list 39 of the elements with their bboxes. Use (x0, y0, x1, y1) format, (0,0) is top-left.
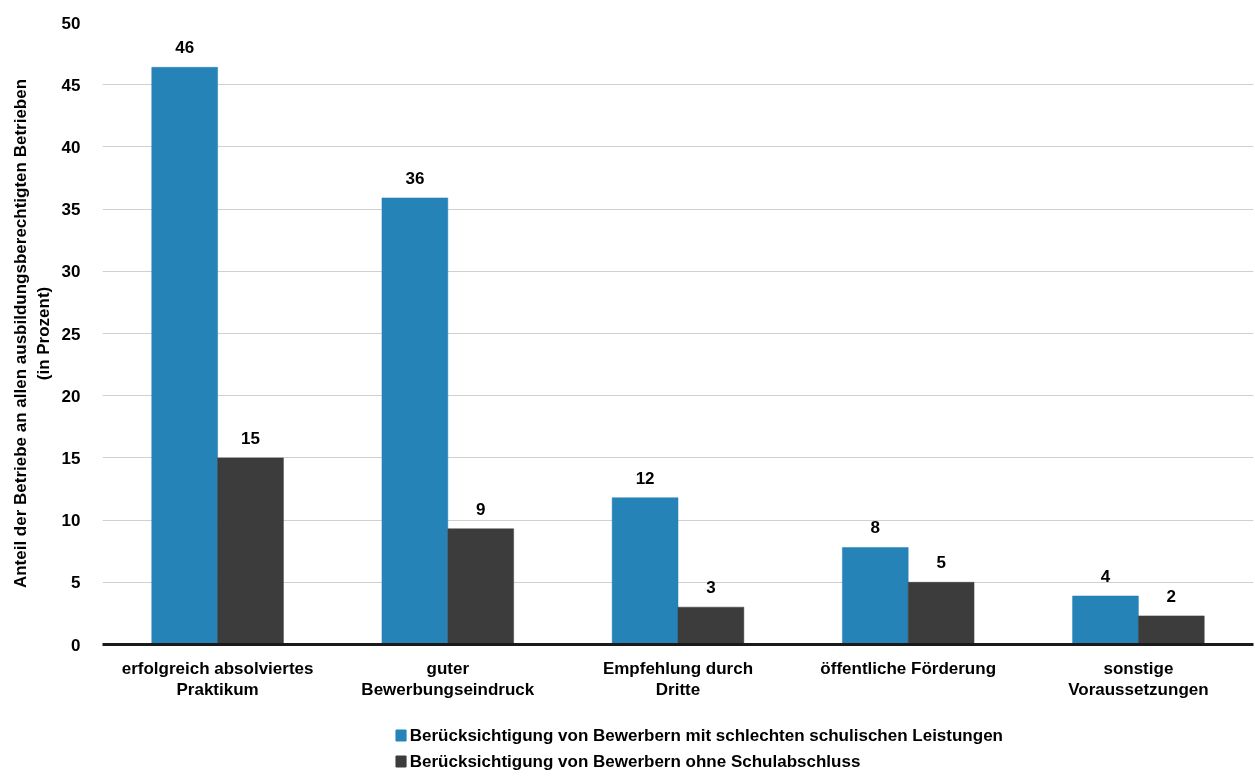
data-label: 12 (635, 468, 655, 488)
bar (381, 197, 449, 645)
y-tick-label: 50 (61, 13, 81, 33)
y-tick-label: 0 (71, 635, 81, 655)
bar (217, 457, 284, 645)
bar (677, 606, 745, 645)
y-tick-label: 30 (61, 262, 81, 282)
data-label: 15 (241, 428, 260, 448)
data-label: 8 (870, 518, 881, 538)
y-tick-label: 35 (61, 200, 81, 220)
data-label: 2 (1166, 586, 1177, 606)
bar (1072, 595, 1139, 645)
y-tick-label: 5 (71, 573, 81, 593)
x-tick-label: guter Bewerbungseindruck (361, 658, 535, 700)
bar (611, 497, 679, 645)
bar (447, 528, 514, 645)
data-label: 9 (475, 499, 486, 519)
data-label: 46 (175, 38, 195, 58)
data-label: 4 (1100, 566, 1111, 586)
y-tick-label: 25 (61, 324, 81, 344)
data-label: 36 (405, 168, 425, 188)
bar (842, 547, 909, 645)
data-label: 5 (936, 553, 946, 573)
x-tick-label: Empfehlung durch Dritte (602, 658, 754, 700)
bar (1138, 615, 1205, 645)
legend-label: Berücksichtigung von Bewerbern mit schlechten schulischen Leistungen (409, 726, 1003, 745)
y-tick-label: 45 (61, 75, 81, 95)
y-tick-label: 15 (61, 448, 81, 468)
y-tick-label: 40 (61, 137, 81, 157)
legend-label: Berücksichtigung von Bewerbern ohne Schulabschluss (409, 752, 861, 771)
y-tick-label: 20 (61, 386, 81, 406)
x-tick-label: öffentliche Förderung (820, 658, 997, 678)
data-label: 3 (706, 578, 716, 598)
x-tick-label: erfolgreich absolviertes Praktikum (121, 658, 314, 700)
x-tick-label: sonstige Voraussetzungen (1068, 658, 1209, 700)
bar (907, 582, 975, 645)
y-tick-label: 10 (61, 511, 81, 531)
y-axis-title: Anteil der Betriebe an allen ausbildungsberechtigten Betrieben (in Prozent) (10, 78, 53, 589)
bar (151, 67, 218, 645)
